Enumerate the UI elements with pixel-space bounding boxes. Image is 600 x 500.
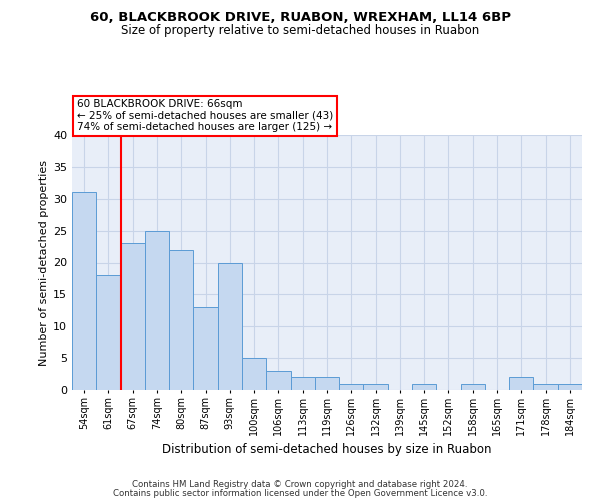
Text: Contains public sector information licensed under the Open Government Licence v3: Contains public sector information licen… xyxy=(113,489,487,498)
Bar xyxy=(533,384,558,390)
Bar xyxy=(364,384,388,390)
Bar xyxy=(339,384,364,390)
Bar xyxy=(290,378,315,390)
Bar xyxy=(315,378,339,390)
Bar xyxy=(266,371,290,390)
Bar xyxy=(242,358,266,390)
Bar xyxy=(412,384,436,390)
Bar xyxy=(509,378,533,390)
Bar xyxy=(121,244,145,390)
Text: Contains HM Land Registry data © Crown copyright and database right 2024.: Contains HM Land Registry data © Crown c… xyxy=(132,480,468,489)
Bar xyxy=(72,192,96,390)
Bar xyxy=(193,307,218,390)
Bar xyxy=(145,230,169,390)
Bar xyxy=(96,275,121,390)
Text: Size of property relative to semi-detached houses in Ruabon: Size of property relative to semi-detach… xyxy=(121,24,479,37)
X-axis label: Distribution of semi-detached houses by size in Ruabon: Distribution of semi-detached houses by … xyxy=(162,444,492,456)
Bar xyxy=(461,384,485,390)
Y-axis label: Number of semi-detached properties: Number of semi-detached properties xyxy=(39,160,49,366)
Bar xyxy=(558,384,582,390)
Bar xyxy=(218,262,242,390)
Text: 60, BLACKBROOK DRIVE, RUABON, WREXHAM, LL14 6BP: 60, BLACKBROOK DRIVE, RUABON, WREXHAM, L… xyxy=(89,11,511,24)
Text: 60 BLACKBROOK DRIVE: 66sqm
← 25% of semi-detached houses are smaller (43)
74% of: 60 BLACKBROOK DRIVE: 66sqm ← 25% of semi… xyxy=(77,99,334,132)
Bar xyxy=(169,250,193,390)
